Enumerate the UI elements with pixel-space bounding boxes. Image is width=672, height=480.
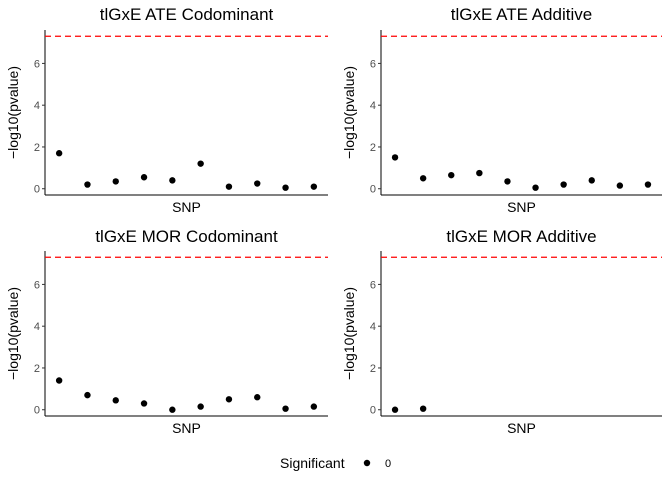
data-point bbox=[169, 406, 176, 413]
data-point bbox=[448, 171, 455, 179]
legend-title: Significant bbox=[280, 455, 345, 471]
data-point bbox=[112, 178, 119, 185]
panel-title: tlGxE MOR Additive bbox=[446, 227, 596, 246]
y-tick-label: 0 bbox=[34, 405, 40, 417]
data-point bbox=[84, 391, 91, 399]
data-point bbox=[225, 396, 233, 403]
legend: Significant 0 bbox=[280, 455, 391, 471]
data-point bbox=[282, 184, 289, 191]
data-point bbox=[588, 177, 595, 184]
data-point bbox=[169, 177, 176, 184]
panel-2: tlGxE ATE Additive 0 2 4 6 SNP −log10(pvalue) bbox=[341, 5, 662, 215]
data-point bbox=[476, 169, 483, 177]
y-tick-label: 0 bbox=[370, 184, 376, 196]
panel-title: tlGxE ATE Additive bbox=[451, 5, 592, 24]
data-point bbox=[254, 180, 261, 187]
y-tick-label: 4 bbox=[34, 100, 40, 112]
y-tick-label: 6 bbox=[34, 279, 40, 291]
y-tick-label: 6 bbox=[34, 58, 40, 70]
data-point bbox=[254, 394, 261, 401]
data-point bbox=[560, 181, 567, 188]
y-axis-label: −log10(pvalue) bbox=[5, 287, 21, 380]
y-tick-label: 4 bbox=[370, 100, 376, 112]
data-point bbox=[55, 377, 63, 384]
panel-title: tlGxE ATE Codominant bbox=[100, 5, 274, 24]
data-point bbox=[140, 400, 148, 407]
data-point bbox=[310, 183, 318, 190]
data-point bbox=[225, 183, 233, 190]
y-tick-label: 6 bbox=[370, 58, 376, 70]
x-axis-label: SNP bbox=[507, 420, 536, 436]
data-point bbox=[532, 184, 539, 191]
y-tick-label: 4 bbox=[34, 321, 40, 333]
panel-3: tlGxE MOR Codominant 0 2 4 6 SNP −log10(pvalue… bbox=[5, 227, 328, 436]
y-axis-label: −log10(pvalue) bbox=[341, 66, 357, 159]
panel-title: tlGxE MOR Codominant bbox=[95, 227, 278, 246]
y-tick-label: 2 bbox=[34, 363, 40, 375]
data-point bbox=[616, 182, 624, 189]
legend-label: 0 bbox=[385, 458, 391, 470]
y-axis-label: −log10(pvalue) bbox=[341, 287, 357, 380]
data-point bbox=[140, 174, 148, 181]
y-tick-label: 2 bbox=[370, 142, 376, 154]
data-point bbox=[310, 403, 318, 410]
x-axis-label: SNP bbox=[172, 199, 201, 215]
y-tick-label: 2 bbox=[370, 363, 376, 375]
y-tick-label: 0 bbox=[370, 405, 376, 417]
y-tick-label: 6 bbox=[370, 279, 376, 291]
data-point bbox=[644, 181, 652, 188]
data-point bbox=[197, 160, 204, 167]
x-axis-label: SNP bbox=[507, 199, 536, 215]
data-point bbox=[84, 181, 91, 188]
panel-4: tlGxE MOR Additive 0 2 4 6 SNP −log10(pvalue) bbox=[341, 227, 662, 436]
data-point bbox=[391, 406, 399, 413]
data-point bbox=[504, 178, 511, 185]
data-point bbox=[282, 405, 289, 412]
y-tick-label: 4 bbox=[370, 321, 376, 333]
data-point bbox=[112, 397, 119, 404]
x-axis-label: SNP bbox=[172, 420, 201, 436]
data-point bbox=[55, 150, 63, 157]
y-tick-label: 2 bbox=[34, 142, 40, 154]
data-point bbox=[391, 154, 399, 161]
data-point bbox=[419, 405, 427, 412]
panel-1: tlGxE ATE Codominant 0 2 4 6 SNP −log10(pvalue… bbox=[5, 5, 328, 215]
data-point bbox=[419, 175, 427, 182]
data-point bbox=[197, 403, 204, 410]
y-tick-label: 0 bbox=[34, 184, 40, 196]
y-axis-label: −log10(pvalue) bbox=[5, 66, 21, 159]
legend-point bbox=[363, 459, 371, 467]
